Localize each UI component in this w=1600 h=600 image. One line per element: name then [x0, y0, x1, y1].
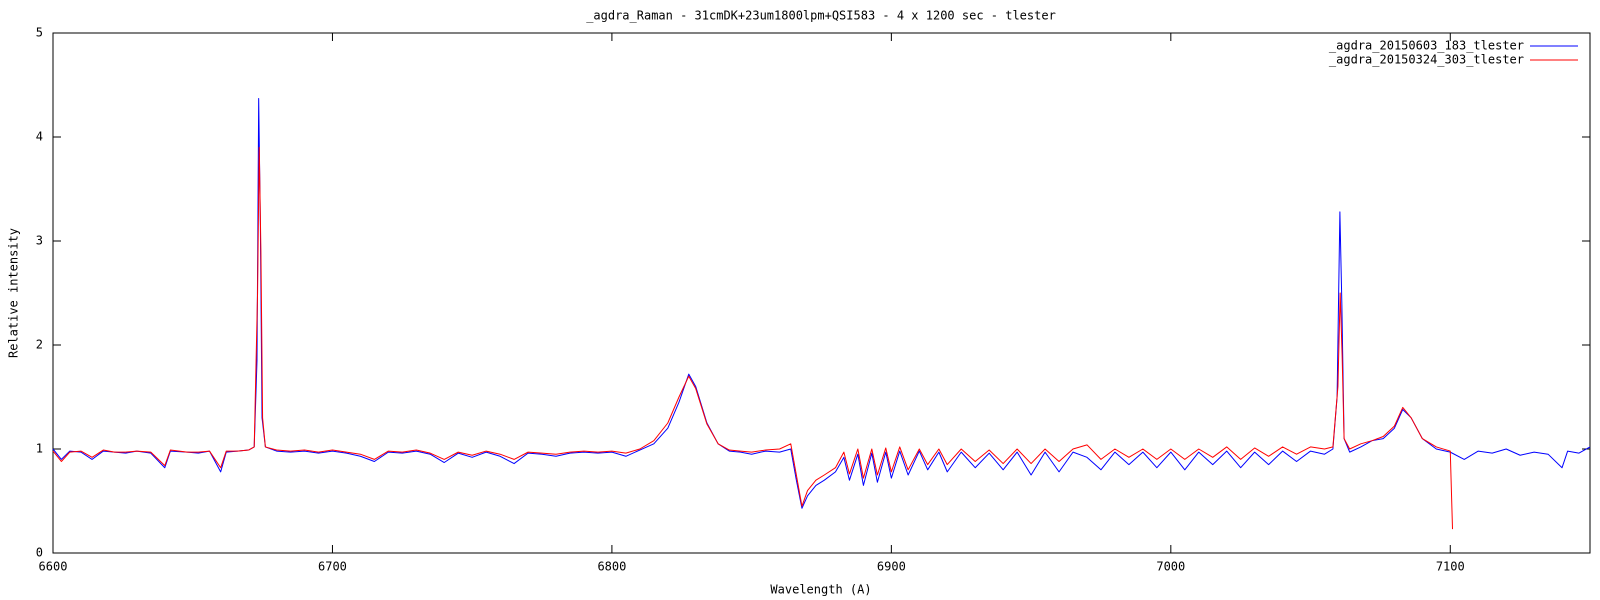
- y-axis-label: Relative intensity: [7, 228, 21, 358]
- y-tick-label: 0: [36, 546, 43, 560]
- y-tick-label: 2: [36, 338, 43, 352]
- x-tick-label: 6700: [318, 560, 347, 574]
- y-tick-label: 3: [36, 234, 43, 248]
- x-tick-label: 7000: [1156, 560, 1185, 574]
- y-tick-label: 1: [36, 442, 43, 456]
- y-tick-label: 4: [36, 130, 43, 144]
- plot-border: [52, 32, 1591, 554]
- series-line: [52, 98, 1591, 509]
- series-line: [52, 146, 1454, 530]
- x-tick-label: 6900: [877, 560, 906, 574]
- x-tick-label: 7100: [1436, 560, 1465, 574]
- y-tick-label: 5: [36, 26, 43, 40]
- x-axis-label: Wavelength (A): [770, 583, 871, 597]
- legend-label: _agdra_20150603_183_tlester: [1329, 39, 1524, 53]
- x-tick-label: 6600: [39, 560, 68, 574]
- x-tick-label: 6800: [597, 560, 626, 574]
- legend-label: _agdra_20150324_303_tlester: [1329, 53, 1524, 67]
- chart-title: _agdra_Raman - 31cmDK+23um1800lpm+QSI583…: [586, 9, 1056, 23]
